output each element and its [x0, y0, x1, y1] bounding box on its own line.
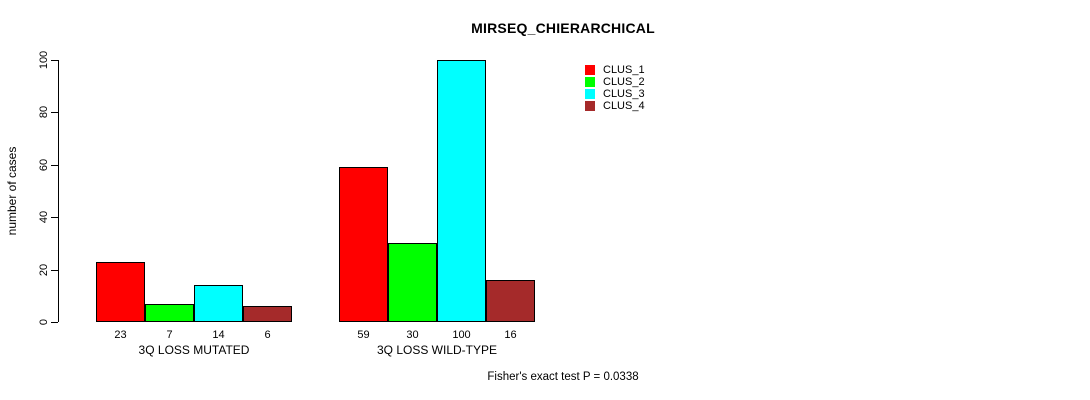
legend-label: CLUS_1	[603, 64, 645, 76]
bar-value-label: 100	[452, 329, 471, 341]
bar-clus_2-group1	[145, 304, 194, 322]
y-tick-mark	[51, 217, 58, 218]
legend-item-clus_4: CLUS_4	[585, 100, 645, 112]
bar-clus_4-group1	[243, 306, 292, 322]
legend-swatch-clus_3	[585, 89, 595, 99]
y-tick-mark	[51, 60, 58, 61]
y-tick-mark	[51, 322, 58, 323]
legend-swatch-clus_1	[585, 65, 595, 75]
y-tick-label: 60	[38, 158, 50, 172]
y-tick-label: 100	[38, 50, 50, 70]
y-tick-label: 20	[38, 263, 50, 277]
legend-label: CLUS_2	[603, 76, 645, 88]
y-tick-mark	[51, 112, 58, 113]
group-label: 3Q LOSS WILD-TYPE	[376, 343, 498, 357]
bar-value-label: 30	[406, 329, 419, 341]
y-tick-mark	[51, 270, 58, 271]
bar-value-label: 16	[504, 329, 517, 341]
bar-value-label: 14	[212, 329, 225, 341]
bar-value-label: 23	[114, 329, 127, 341]
bar-value-label: 7	[166, 329, 173, 341]
bar-clus_3-group1	[194, 285, 243, 322]
legend-item-clus_3: CLUS_3	[585, 88, 645, 100]
bar-clus_3-group2	[437, 60, 486, 322]
bar-clus_1-group1	[96, 262, 145, 322]
bar-clus_1-group2	[339, 167, 388, 322]
legend-swatch-clus_2	[585, 77, 595, 87]
legend-swatch-clus_4	[585, 101, 595, 111]
y-tick-label: 40	[38, 210, 50, 224]
legend-item-clus_2: CLUS_2	[585, 76, 645, 88]
chart-title: MIRSEQ_CHIERARCHICAL	[471, 20, 655, 36]
bar-value-label: 59	[357, 329, 370, 341]
legend: CLUS_1 CLUS_2 CLUS_3 CLUS_4	[585, 64, 645, 112]
group-label: 3Q LOSS MUTATED	[138, 343, 250, 357]
y-tick-mark	[51, 165, 58, 166]
legend-label: CLUS_4	[603, 100, 645, 112]
bar-clus_2-group2	[388, 243, 437, 322]
y-axis-line	[58, 60, 59, 322]
annotation-fisher-test: Fisher's exact test P = 0.0338	[487, 371, 639, 383]
bar-clus_4-group2	[486, 280, 535, 322]
legend-item-clus_1: CLUS_1	[585, 64, 645, 76]
bar-value-label: 6	[264, 329, 271, 341]
y-tick-label: 80	[38, 105, 50, 119]
legend-label: CLUS_3	[603, 88, 645, 100]
y-axis-label: number of cases	[5, 146, 19, 236]
y-tick-label: 0	[38, 318, 50, 326]
